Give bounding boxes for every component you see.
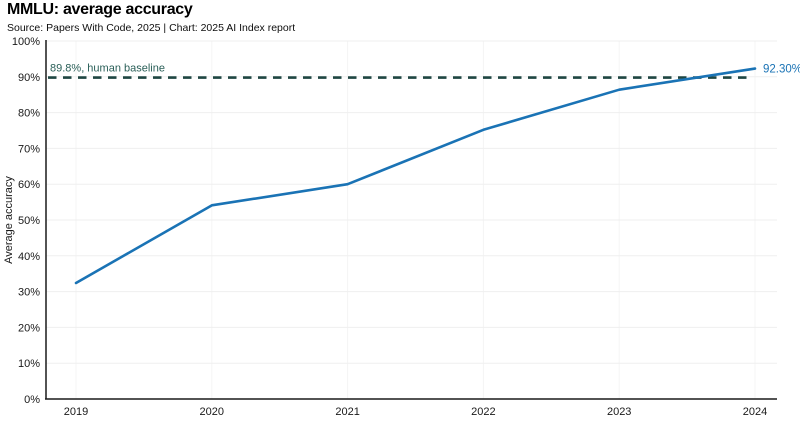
- y-axis-tick-label: 90%: [18, 72, 40, 84]
- x-axis-tick-label: 2022: [471, 406, 495, 418]
- y-axis-tick-label: 40%: [18, 251, 40, 263]
- end-value-label: 92.30%: [763, 64, 800, 76]
- y-axis-tick-label: 100%: [12, 36, 40, 48]
- chart-title: MMLU: average accuracy: [7, 1, 193, 18]
- human-baseline-label: 89.8%, human baseline: [50, 63, 165, 75]
- x-axis-tick-label: 2021: [335, 406, 359, 418]
- x-axis-tick-label: 2024: [743, 406, 767, 418]
- y-axis-tick-label: 0%: [24, 394, 40, 406]
- y-axis-tick-label: 50%: [18, 215, 40, 227]
- x-axis-tick-label: 2019: [64, 406, 88, 418]
- x-axis-tick-label: 2023: [607, 406, 631, 418]
- y-axis-title: Average accuracy: [3, 176, 15, 264]
- accuracy-line: [74, 67, 757, 285]
- y-axis-tick-label: 30%: [18, 287, 40, 299]
- y-axis-tick-label: 10%: [18, 358, 40, 370]
- y-axis-tick-label: 60%: [18, 179, 40, 191]
- y-axis-tick-label: 20%: [18, 322, 40, 334]
- x-axis-tick-label: 2020: [200, 406, 224, 418]
- y-axis-tick-label: 70%: [18, 143, 40, 155]
- y-axis-tick-label: 80%: [18, 108, 40, 120]
- chart-subtitle: Source: Papers With Code, 2025 | Chart: …: [7, 22, 296, 34]
